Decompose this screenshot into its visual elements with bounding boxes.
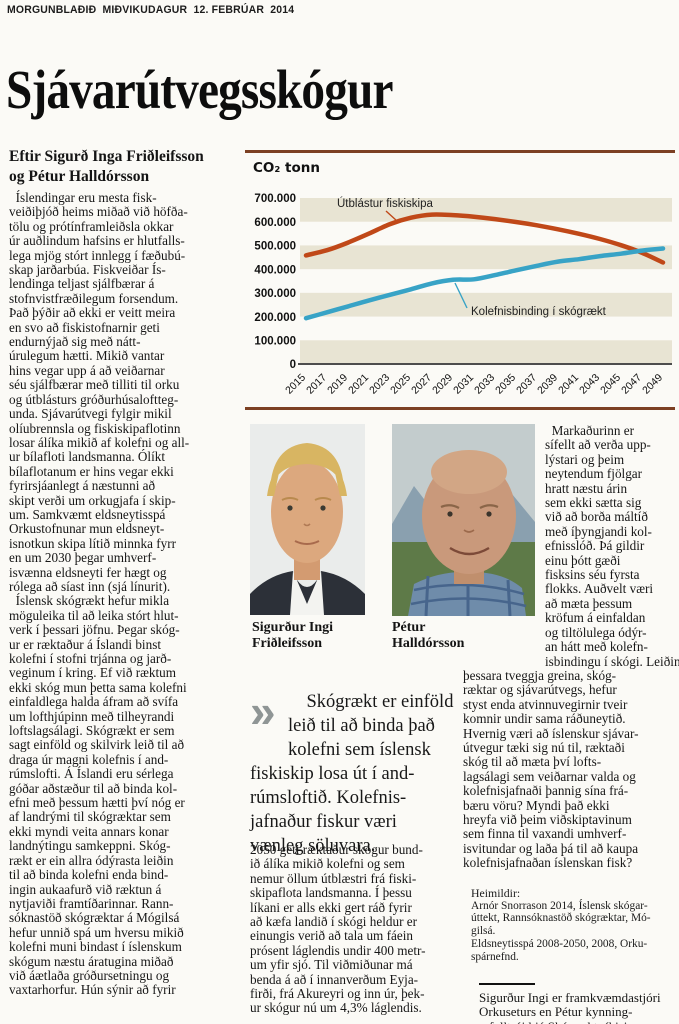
- x-tick-label: 2025: [388, 372, 413, 397]
- article-column-2-continued: 2050 geti ræktaður skógur bund- ið álíka…: [250, 842, 426, 1016]
- x-tick-label: 2033: [472, 372, 497, 397]
- y-tick-label: 500.000: [254, 241, 296, 253]
- pullquote-text: Skógrækt er einföld leið til að binda þa…: [250, 692, 454, 856]
- x-tick-label: 2043: [577, 372, 602, 397]
- emissions-line-label: Útblástur fiskiskipa: [337, 197, 433, 210]
- y-tick-label: 700.000: [254, 193, 296, 205]
- co2-chart-svg: 700.000 600.000 500.000 400.000 300.000 200.0…: [254, 193, 672, 397]
- photo-petur-illustration: [392, 424, 535, 616]
- author-note: Sigurður Ingi er framkvæmdastjóri Orkuse…: [479, 989, 661, 1024]
- y-tick-label: 300.000: [254, 288, 296, 300]
- photo-wrap-spacer: [463, 424, 545, 655]
- x-tick-label: 2049: [640, 372, 665, 397]
- photo-sigurdur: [250, 424, 365, 615]
- pullquote: » Skógrækt er einföld leið til að binda þ…: [250, 666, 466, 882]
- x-tick-label: 2041: [556, 372, 581, 397]
- byline: Eftir Sigurð Inga Friðleifsson og Pétur …: [9, 148, 204, 185]
- x-tick-label: 2039: [535, 372, 560, 397]
- x-tick-label: 2029: [430, 372, 455, 397]
- y-tick-label: 100.000: [254, 335, 296, 347]
- sources-text: Arnór Snorrason 2014, Íslensk skógar- út…: [471, 899, 651, 963]
- masthead: MORGUNBLAÐIÐ MIÐVIKUDAGUR 12. FEBRÚAR 20…: [7, 4, 295, 16]
- grid-band: [300, 292, 672, 317]
- emissions-line: [303, 212, 666, 265]
- photo-caption-petur: Pétur Halldórsson: [392, 620, 465, 651]
- sequestration-line: [303, 246, 666, 321]
- x-tick-label: 2031: [451, 372, 476, 397]
- y-tick-label: 600.000: [254, 217, 296, 229]
- sources-heading: Heimildir:: [471, 885, 521, 900]
- y-tick-label: 0: [290, 359, 296, 371]
- x-tick-label: 2037: [514, 372, 539, 397]
- pullquote-mark-icon: »: [250, 685, 276, 737]
- article-column-1: Íslendingar eru mesta fisk- veiðiþjóð he…: [9, 190, 190, 998]
- chart-title: CO₂ tonn: [253, 160, 320, 176]
- x-tick-label: 2023: [367, 372, 392, 397]
- sequestration-line-pointer: [454, 282, 468, 309]
- x-tick-label: 2021: [346, 372, 371, 397]
- sequestration-line-label: Kolefnisbinding í skógrækt: [471, 306, 607, 318]
- x-tick-label: 2019: [325, 372, 350, 397]
- author-note-rule: [479, 982, 535, 985]
- grid-band: [300, 340, 672, 364]
- x-tick-label: 2035: [493, 372, 518, 397]
- co2-chart: CO₂ tonn 700.000 600.000 500.000 400.000 300…: [245, 150, 675, 410]
- grid-band: [300, 198, 672, 222]
- x-tick-label: 2027: [409, 372, 434, 397]
- chart-bottom-rule: [245, 407, 675, 410]
- headline: Sjávarútvegsskógur: [6, 59, 393, 120]
- x-tick-label: 2045: [598, 372, 623, 397]
- x-tick-label: 2017: [304, 372, 329, 397]
- x-tick-label: 2015: [283, 372, 308, 397]
- photo-sigurdur-illustration: [250, 424, 365, 615]
- article-column-3-text: Markaðurinn er sífellt að verða upp- lýs…: [463, 423, 679, 871]
- emissions-line-pointer: [385, 210, 398, 222]
- photo-petur: [392, 424, 535, 616]
- photo-caption-sigurdur: Sigurður Ingi Friðleifsson: [252, 620, 334, 651]
- article-column-3: Markaðurinn er sífellt að verða upp- lýs…: [463, 423, 679, 1024]
- y-tick-label: 400.000: [254, 264, 296, 276]
- x-tick-label: 2047: [619, 372, 644, 397]
- chart-top-rule: [245, 150, 675, 153]
- y-tick-label: 200.000: [254, 312, 296, 324]
- grid-band: [300, 245, 672, 270]
